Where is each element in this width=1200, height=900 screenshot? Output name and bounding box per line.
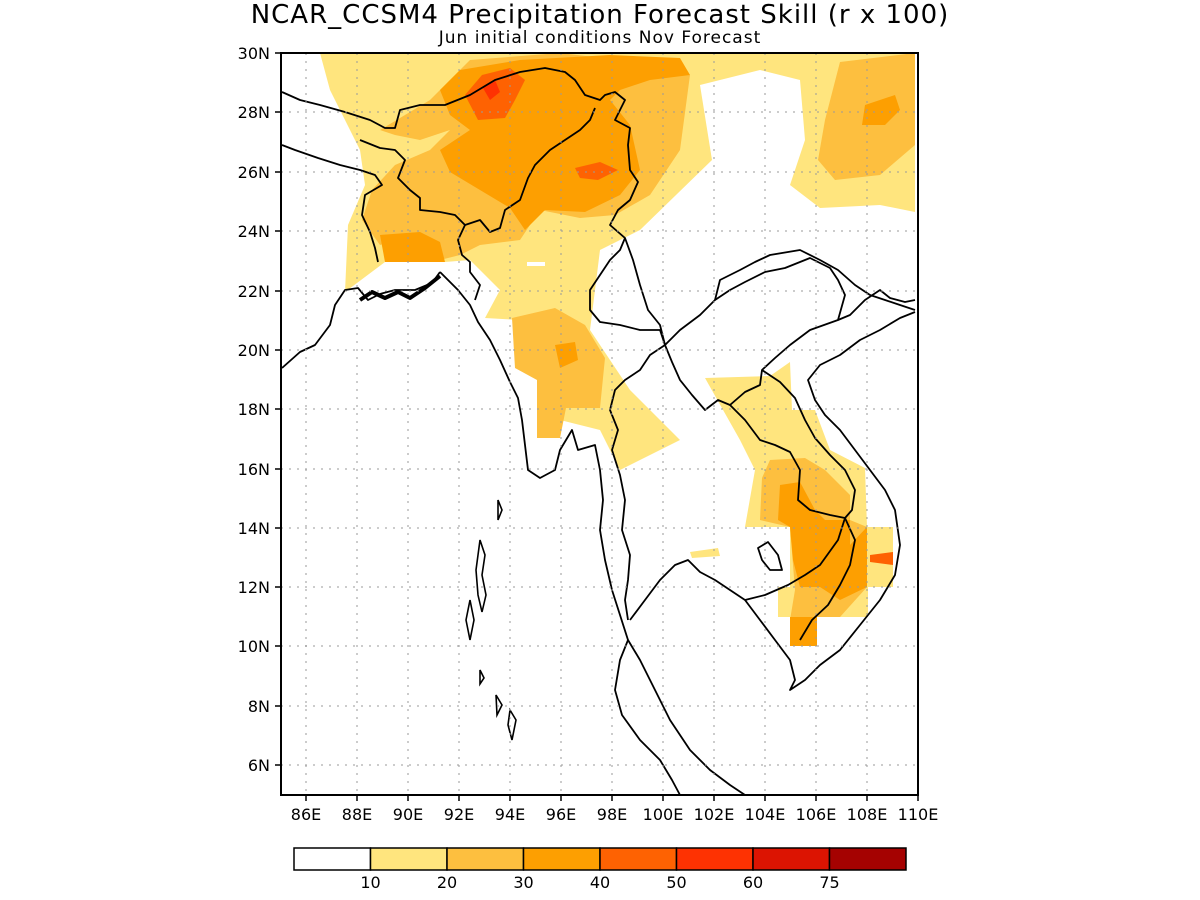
no-skill-hole-3	[742, 530, 790, 587]
border-bangladesh	[359, 139, 481, 301]
legend-box-7	[828, 847, 907, 871]
andaman-island-3	[497, 499, 503, 521]
map-title: NCAR_CCSM4 Precipitation Forecast Skill …	[250, 0, 950, 30]
lon-label-86: 86E	[291, 805, 321, 824]
border-myanmar-india	[464, 107, 596, 233]
legend-label-30: 30	[513, 873, 533, 892]
andaman-island-4	[479, 669, 485, 687]
lat-labels: 30N 28N 26N 24N 22N 20N 18N 16N 14N 12N …	[238, 44, 270, 775]
lon-label-94: 94E	[495, 805, 525, 824]
legend-box-5	[675, 847, 754, 871]
skill-region-50-60-north	[483, 80, 500, 100]
border-india-east	[281, 144, 383, 263]
no-skill-hole-2	[527, 262, 545, 266]
lon-label-98: 98E	[597, 805, 627, 824]
lon-label-88: 88E	[342, 805, 372, 824]
andaman-island-1	[475, 539, 487, 613]
coast-myanmar	[439, 271, 681, 796]
coast-malay-peninsula	[627, 639, 746, 796]
no-skill-holes	[385, 262, 790, 587]
color-legend	[293, 847, 907, 871]
border-laos-vietnam	[761, 369, 856, 519]
legend-box-6	[752, 847, 831, 871]
skill-region-30-40-myanmar	[555, 342, 578, 368]
skill-region-30-40-east	[862, 95, 900, 125]
map-subtitle: Jun initial conditions Nov Forecast	[438, 28, 762, 48]
lon-label-100: 100E	[643, 805, 684, 824]
lon-label-106: 106E	[796, 805, 837, 824]
legend-label-40: 40	[590, 873, 610, 892]
andaman-islands	[465, 499, 517, 741]
lat-label-18: 18N	[238, 400, 270, 419]
map-frame	[280, 52, 919, 796]
lon-label-90: 90E	[393, 805, 423, 824]
legend-box-3	[522, 847, 601, 871]
legend-box-4	[599, 847, 678, 871]
lat-label-14: 14N	[238, 519, 270, 538]
coast-thailand-gulf	[629, 311, 916, 691]
border-thailand-cambodia	[729, 404, 846, 601]
skill-shading	[320, 53, 915, 646]
legend-box-1	[369, 847, 448, 871]
lon-label-96: 96E	[546, 805, 576, 824]
lat-label-26: 26N	[238, 163, 270, 182]
skill-region-10-20-small	[690, 548, 720, 558]
lon-labels: 86E 88E 90E 92E 94E 96E 98E 100E 102E 10…	[291, 805, 939, 824]
skill-region-30-40-cambodia	[778, 482, 867, 600]
lon-label-102: 102E	[694, 805, 735, 824]
skill-region-20-30-myanmar	[512, 308, 605, 438]
axis-ticks	[275, 52, 919, 801]
no-skill-hole-1	[385, 262, 445, 270]
legend-label-60: 60	[743, 873, 763, 892]
coastlines	[281, 67, 916, 796]
nicobar-island-1	[495, 694, 503, 719]
legend-labels: 10 20 30 40 50 60 75	[360, 873, 839, 892]
border-vietnam-cambodia	[799, 517, 856, 641]
skill-region-40-50-east	[870, 552, 893, 565]
lat-label-8: 8N	[248, 697, 270, 716]
border-india-nepal	[281, 67, 666, 346]
tonle-sap	[757, 541, 783, 571]
lat-label-6: 6N	[248, 756, 270, 775]
legend-box-0	[293, 847, 372, 871]
border-china-north	[714, 249, 916, 311]
lat-label-28: 28N	[238, 103, 270, 122]
skill-region-40-50-center	[575, 162, 618, 180]
lat-label-20: 20N	[238, 341, 270, 360]
legend-box-2	[446, 847, 525, 871]
lat-label-16: 16N	[238, 460, 270, 479]
lon-label-110: 110E	[898, 805, 939, 824]
legend-label-75: 75	[819, 873, 839, 892]
coast-india-east	[281, 271, 441, 369]
legend-label-10: 10	[360, 873, 380, 892]
coast-china-south	[837, 289, 916, 321]
lat-label-22: 22N	[238, 282, 270, 301]
legend-label-50: 50	[666, 873, 686, 892]
border-myanmar-thailand	[609, 344, 666, 621]
lon-label-108: 108E	[847, 805, 888, 824]
lat-label-10: 10N	[238, 637, 270, 656]
lon-label-104: 104E	[745, 805, 786, 824]
border-laos	[664, 257, 846, 411]
lat-label-12: 12N	[238, 578, 270, 597]
sundarbans-coast	[358, 274, 442, 302]
skill-region-30-40-bangladesh	[380, 232, 445, 262]
legend-label-20: 20	[437, 873, 457, 892]
lon-label-92: 92E	[444, 805, 474, 824]
border-myanmar-china	[589, 237, 666, 346]
lat-label-24: 24N	[238, 222, 270, 241]
andaman-island-2	[465, 599, 475, 641]
skill-region-30-40-south	[790, 617, 817, 646]
lat-label-30: 30N	[238, 44, 270, 63]
nicobar-island-2	[507, 707, 517, 741]
